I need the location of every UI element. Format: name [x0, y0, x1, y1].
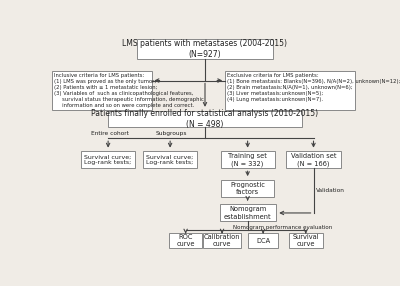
Text: Training set
(N = 332): Training set (N = 332)	[228, 153, 267, 167]
FancyBboxPatch shape	[248, 233, 278, 248]
Text: Patients finally enrolled for statistical analysis (2010-2015)
(N = 498): Patients finally enrolled for statistica…	[92, 109, 318, 129]
Text: Validation set
(N = 166): Validation set (N = 166)	[291, 153, 336, 167]
FancyBboxPatch shape	[286, 151, 341, 168]
FancyBboxPatch shape	[220, 151, 275, 168]
Text: Survival curve;
Log-rank tests;: Survival curve; Log-rank tests;	[146, 154, 194, 165]
Text: Calibration
curve: Calibration curve	[204, 234, 240, 247]
FancyBboxPatch shape	[137, 39, 273, 59]
FancyBboxPatch shape	[225, 71, 355, 110]
Text: Prognostic
factors: Prognostic factors	[230, 182, 265, 195]
Text: Nomogram performance evaluation: Nomogram performance evaluation	[233, 225, 332, 229]
FancyBboxPatch shape	[204, 233, 241, 248]
Text: Inclusive criteria for LMS patients:
(1) LMS was proved as the only tumor;
(2) P: Inclusive criteria for LMS patients: (1)…	[54, 73, 204, 108]
Text: DCA: DCA	[256, 238, 270, 244]
FancyBboxPatch shape	[221, 180, 274, 197]
Text: Nomogram
establishment: Nomogram establishment	[224, 206, 272, 220]
FancyBboxPatch shape	[289, 233, 323, 248]
FancyBboxPatch shape	[52, 71, 152, 110]
Text: Subgroups: Subgroups	[156, 131, 188, 136]
FancyBboxPatch shape	[143, 151, 197, 168]
Text: Survival curve;
Log-rank tests;: Survival curve; Log-rank tests;	[84, 154, 132, 165]
FancyBboxPatch shape	[220, 204, 276, 221]
Text: Survival
curve: Survival curve	[292, 234, 319, 247]
Text: Exclusive criteria for LMS patients:
(1) Bone metastasis: Blanks(N=396), N/A(N=2: Exclusive criteria for LMS patients: (1)…	[227, 73, 400, 102]
FancyBboxPatch shape	[81, 151, 135, 168]
Text: ROC
curve: ROC curve	[176, 234, 195, 247]
FancyBboxPatch shape	[169, 233, 202, 248]
FancyBboxPatch shape	[108, 111, 302, 128]
Text: Validation: Validation	[316, 188, 345, 193]
Text: Entire cohort: Entire cohort	[91, 131, 129, 136]
Text: LMS patients with metastases (2004-2015)
(N=927): LMS patients with metastases (2004-2015)…	[122, 39, 288, 59]
